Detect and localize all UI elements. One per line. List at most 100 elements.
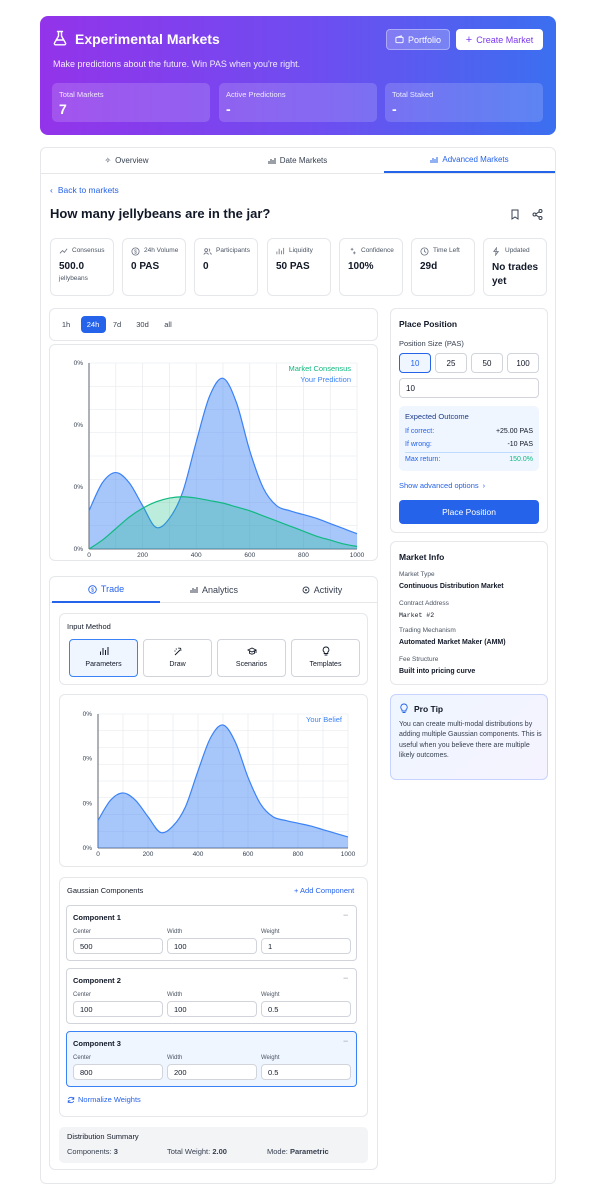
time-range-24h[interactable]: 24h bbox=[80, 316, 106, 333]
component-name: Component 3 bbox=[73, 1039, 121, 1048]
place-position-button[interactable]: Place Position bbox=[399, 500, 539, 524]
preset-10-button[interactable]: 10 bbox=[399, 353, 431, 373]
time-range-7d[interactable]: 7d bbox=[112, 320, 122, 329]
add-component-button[interactable]: + Add Component bbox=[294, 886, 355, 895]
weight-input[interactable]: 0.5 bbox=[261, 1064, 351, 1080]
center-input[interactable]: 500 bbox=[73, 938, 163, 954]
x-tick-label: 800 bbox=[293, 851, 304, 858]
create-market-button[interactable]: + Create Market bbox=[456, 29, 543, 50]
remove-component-icon[interactable]: − bbox=[343, 973, 349, 983]
tab-overview[interactable]: ✧ Overview bbox=[41, 148, 212, 173]
market-question: How many jellybeans are in the jar? bbox=[50, 206, 271, 221]
stat-label: Total Markets bbox=[59, 90, 104, 99]
input-method-draw[interactable]: Draw bbox=[143, 639, 212, 677]
summary-weight-value: 2.00 bbox=[212, 1147, 227, 1156]
width-input[interactable]: 200 bbox=[167, 1064, 257, 1080]
metric-card: Updated No trades yet bbox=[483, 238, 547, 296]
tab-advanced-markets[interactable]: Advanced Markets bbox=[384, 148, 555, 173]
bolt-icon bbox=[492, 247, 500, 256]
center-input[interactable]: 100 bbox=[73, 1001, 163, 1017]
metric-label: Updated bbox=[505, 247, 530, 254]
bar-chart-icon bbox=[100, 647, 109, 655]
preset-100-button[interactable]: 100 bbox=[507, 353, 539, 373]
legend-label: Your Belief bbox=[306, 715, 343, 724]
tab-trade[interactable]: $ Trade bbox=[52, 577, 160, 603]
center-label: Center bbox=[73, 1055, 92, 1061]
time-range-30d[interactable]: 30d bbox=[136, 320, 149, 329]
y-tick-label: 0% bbox=[83, 800, 93, 807]
normalize-weights-button[interactable]: Normalize Weights bbox=[67, 1095, 141, 1104]
remove-component-icon[interactable]: − bbox=[343, 1036, 349, 1046]
series-area-0 bbox=[89, 496, 357, 549]
tab-label: Date Markets bbox=[279, 156, 328, 165]
market-type-value: Continuous Distribution Market bbox=[399, 583, 504, 590]
summary-components-value: 3 bbox=[113, 1147, 118, 1156]
outcome-correct-label: If correct: bbox=[405, 428, 435, 435]
input-method-templates[interactable]: Templates bbox=[291, 639, 360, 677]
width-label: Width bbox=[167, 1055, 183, 1061]
input-method-label: Parameters bbox=[85, 661, 122, 668]
weight-input[interactable]: 0.5 bbox=[261, 1001, 351, 1017]
metric-label: Participants bbox=[216, 247, 250, 254]
share-icon[interactable] bbox=[532, 209, 543, 220]
portfolio-button[interactable]: Portfolio bbox=[386, 29, 450, 50]
gaussian-components-card: Gaussian Components + Add Component Comp… bbox=[59, 877, 368, 1117]
x-tick-label: 400 bbox=[191, 552, 202, 559]
metric-unit: jellybeans bbox=[59, 275, 88, 282]
metric-header: Liquidity bbox=[276, 247, 328, 256]
tab-analytics[interactable]: Analytics bbox=[160, 577, 268, 603]
summary-components: Components: 3 bbox=[67, 1147, 118, 1156]
metric-value: 0 PAS bbox=[131, 261, 160, 272]
center-label: Center bbox=[73, 992, 92, 998]
dollar-icon: $ bbox=[88, 584, 97, 594]
input-method-label: Draw bbox=[169, 661, 186, 668]
users-icon bbox=[203, 248, 212, 255]
back-link[interactable]: ‹ Back to markets bbox=[50, 185, 119, 195]
position-amount-input[interactable]: 10 bbox=[399, 378, 539, 398]
width-input[interactable]: 100 bbox=[167, 1001, 257, 1017]
metric-header: Participants bbox=[203, 247, 255, 256]
input-method-scenarios[interactable]: Scenarios bbox=[217, 639, 286, 677]
width-label: Width bbox=[167, 929, 183, 935]
width-input[interactable]: 100 bbox=[167, 938, 257, 954]
preset-25-button[interactable]: 25 bbox=[435, 353, 467, 373]
advanced-options-toggle[interactable]: Show advanced options › bbox=[399, 481, 485, 490]
metric-header: Confidence bbox=[348, 247, 400, 256]
weight-input[interactable]: 1 bbox=[261, 938, 351, 954]
trend-icon bbox=[59, 248, 68, 254]
activity-icon bbox=[302, 586, 310, 594]
preset-50-button[interactable]: 50 bbox=[471, 353, 503, 373]
y-tick-label: 0% bbox=[83, 711, 93, 718]
tab-label: Analytics bbox=[201, 585, 238, 595]
input-method-parameters[interactable]: Parameters bbox=[69, 639, 138, 677]
portfolio-label: Portfolio bbox=[407, 34, 442, 45]
refresh-icon bbox=[67, 1096, 75, 1103]
y-tick-label: 0% bbox=[74, 546, 84, 553]
tab-date-markets[interactable]: Date Markets bbox=[212, 148, 383, 173]
lightbulb-icon bbox=[322, 646, 330, 656]
component-card: Component 2 − Center 100 Width 100 Weight 0.5 bbox=[66, 968, 357, 1024]
time-range-all[interactable]: all bbox=[164, 320, 172, 329]
stat-total-markets: Total Markets 7 bbox=[52, 83, 210, 122]
y-tick-label: 0% bbox=[74, 422, 84, 429]
svg-text:$: $ bbox=[134, 249, 137, 255]
center-input[interactable]: 800 bbox=[73, 1064, 163, 1080]
metric-card: Confidence 100% bbox=[339, 238, 403, 296]
y-tick-label: 0% bbox=[83, 756, 93, 763]
time-range-1h[interactable]: 1h bbox=[61, 320, 71, 329]
stat-total-staked: Total Staked - bbox=[385, 83, 543, 122]
remove-component-icon[interactable]: − bbox=[343, 910, 349, 920]
tab-label: Advanced Markets bbox=[442, 155, 509, 164]
flask-icon bbox=[53, 30, 67, 46]
y-tick-label: 0% bbox=[74, 484, 84, 491]
outcome-return-value: 150.0% bbox=[509, 456, 533, 463]
main-panel: ✧ Overview Date Markets Advanced Markets… bbox=[40, 147, 556, 1184]
contract-address-value: Market #2 bbox=[399, 612, 435, 619]
bookmark-icon[interactable] bbox=[510, 209, 520, 220]
metric-header: $24h Volume bbox=[131, 247, 183, 256]
metric-card: Participants 0 bbox=[194, 238, 258, 296]
advanced-options-label: Show advanced options bbox=[399, 481, 479, 490]
hero-banner: Experimental Markets Make predictions ab… bbox=[40, 16, 556, 135]
tab-activity[interactable]: Activity bbox=[268, 577, 376, 603]
outcome-title: Expected Outcome bbox=[405, 412, 469, 421]
